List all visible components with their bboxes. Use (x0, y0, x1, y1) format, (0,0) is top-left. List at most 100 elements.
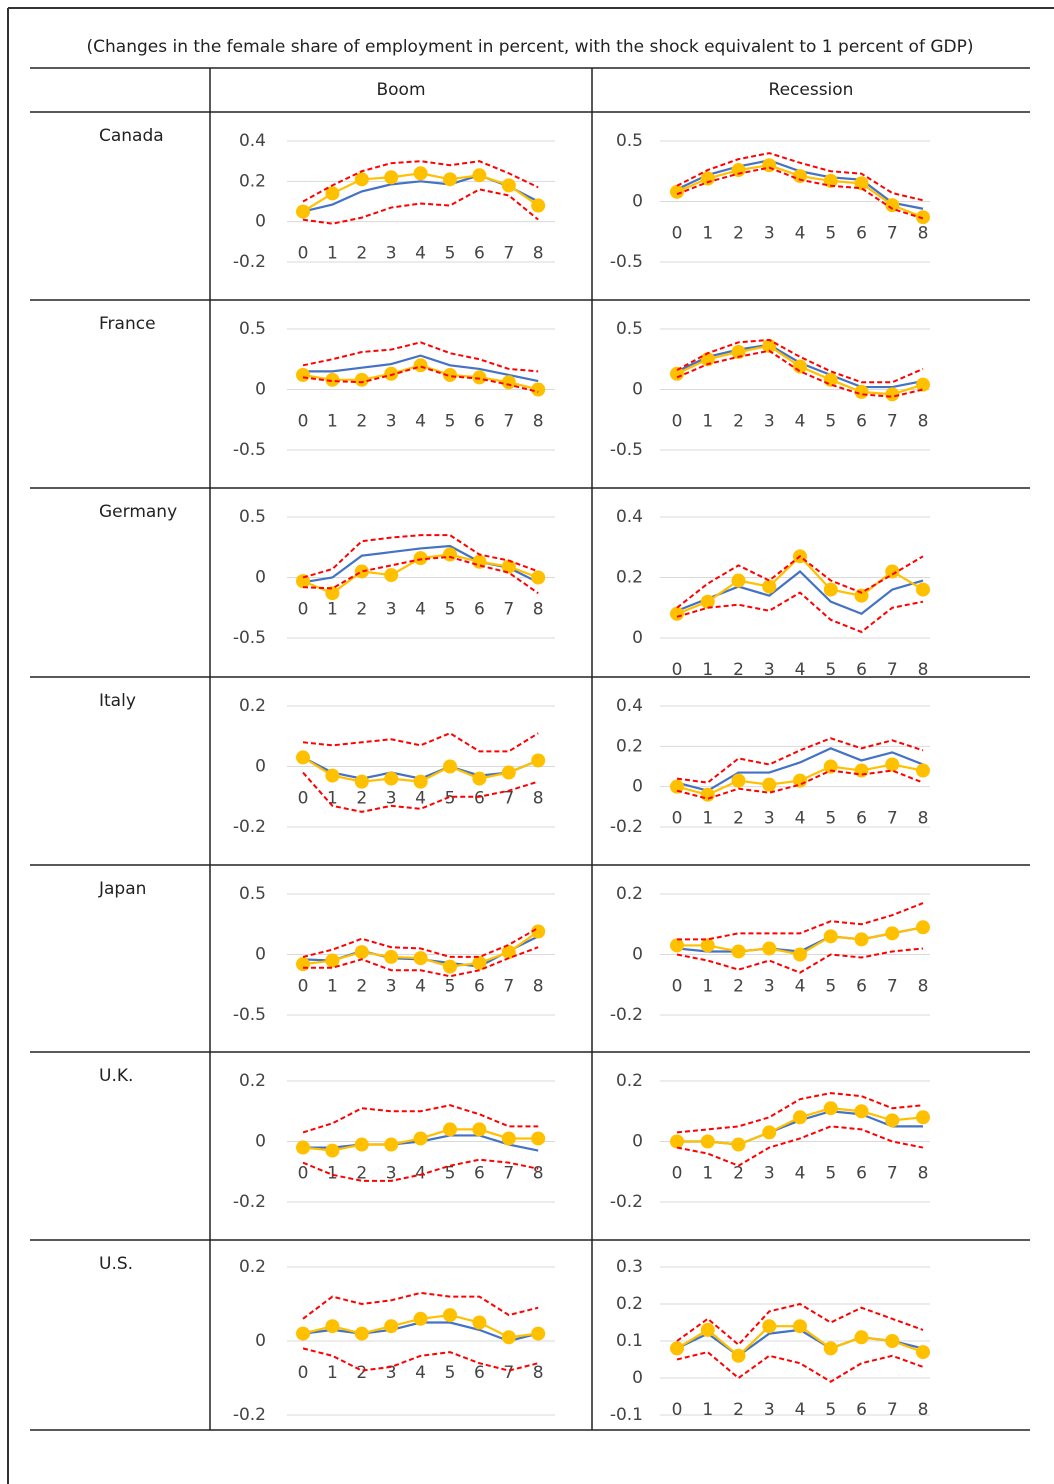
x-tick-label: 8 (918, 660, 929, 680)
x-tick-label: 3 (386, 600, 397, 620)
x-tick-label: 8 (918, 224, 929, 244)
series-marker (354, 564, 369, 579)
series-marker (916, 210, 930, 225)
series-line (676, 349, 924, 398)
series-marker (443, 547, 457, 562)
x-tick-label: 5 (445, 600, 456, 620)
series-line (302, 732, 539, 753)
y-tick-label: 0 (632, 945, 643, 965)
series-line (676, 947, 924, 974)
x-tick-label: 6 (856, 809, 867, 829)
x-tick-label: 5 (825, 224, 836, 244)
y-tick-label: -0.2 (233, 1192, 266, 1212)
y-tick-label: -0.2 (233, 817, 266, 837)
series-line (302, 555, 539, 595)
x-tick-label: 3 (386, 789, 397, 809)
x-tick-label: 2 (356, 600, 367, 620)
x-tick-label: 2 (356, 977, 367, 997)
series-marker (413, 951, 428, 966)
x-tick-label: 8 (918, 809, 929, 829)
series-line (676, 554, 924, 615)
y-tick-label: 0 (255, 568, 266, 588)
series-marker (793, 359, 807, 374)
y-tick-label: 0 (255, 1132, 266, 1152)
series-marker (916, 1345, 930, 1360)
x-tick-label: 1 (327, 977, 338, 997)
series-marker (854, 1104, 869, 1119)
series-marker (700, 1322, 715, 1337)
x-tick-label: 1 (327, 1363, 338, 1383)
x-tick-label: 1 (702, 412, 713, 432)
series-line (302, 341, 539, 373)
x-tick-label: 7 (887, 1400, 898, 1420)
series-marker (296, 574, 310, 589)
series-marker (670, 1341, 684, 1356)
x-tick-label: 6 (856, 1400, 867, 1420)
series-marker (700, 594, 715, 609)
series-marker (916, 920, 930, 935)
x-tick-label: 6 (474, 1363, 485, 1383)
series-marker (885, 926, 900, 941)
y-tick-label: 0.2 (239, 1257, 266, 1277)
x-tick-label: 1 (327, 600, 338, 620)
series-marker (472, 1122, 487, 1137)
series-marker (916, 763, 930, 778)
y-tick-label: 0.2 (616, 1071, 643, 1091)
x-tick-label: 5 (825, 1164, 836, 1184)
series-line (302, 1291, 539, 1320)
y-tick-label: 0 (632, 380, 643, 400)
row-label: France (99, 314, 156, 334)
series-marker (354, 774, 369, 789)
series-marker (472, 955, 487, 970)
x-tick-label: 5 (445, 1363, 456, 1383)
series-marker (762, 941, 777, 956)
series-line (676, 1351, 924, 1383)
x-tick-label: 3 (764, 1400, 775, 1420)
x-tick-label: 4 (795, 660, 806, 680)
x-tick-label: 7 (503, 789, 514, 809)
row-label: Japan (98, 879, 146, 899)
x-tick-label: 4 (415, 789, 426, 809)
y-tick-label: 0.4 (616, 696, 643, 716)
x-tick-label: 5 (825, 1400, 836, 1420)
series-marker (823, 1101, 838, 1116)
x-tick-label: 5 (445, 412, 456, 432)
series-marker (413, 1131, 428, 1146)
series-marker (762, 338, 777, 353)
series-marker (731, 573, 746, 588)
series-marker (384, 366, 399, 381)
x-tick-label: 5 (825, 660, 836, 680)
y-tick-label: 0.5 (239, 319, 266, 339)
series-marker (443, 959, 457, 974)
series-marker (793, 1319, 807, 1334)
x-tick-label: 1 (702, 660, 713, 680)
series-marker (793, 1110, 807, 1125)
column-header: Recession (769, 80, 854, 100)
series-marker (531, 1131, 546, 1146)
series-marker (354, 172, 369, 187)
series-marker (762, 579, 777, 594)
x-tick-label: 6 (474, 244, 485, 264)
x-tick-label: 2 (356, 244, 367, 264)
x-tick-label: 8 (533, 600, 544, 620)
series-marker (885, 387, 900, 402)
row-label: U.S. (99, 1254, 133, 1274)
x-tick-label: 8 (533, 1363, 544, 1383)
series-marker (501, 1330, 516, 1345)
y-tick-label: -0.5 (610, 252, 643, 272)
series-marker (531, 924, 546, 939)
series-marker (531, 753, 546, 768)
series-line (676, 737, 924, 784)
y-tick-label: -0.2 (233, 252, 266, 272)
series-marker (731, 1137, 746, 1152)
series-marker (443, 1122, 457, 1137)
x-tick-label: 0 (298, 789, 309, 809)
series-marker (531, 1326, 546, 1341)
y-tick-label: 0.5 (239, 884, 266, 904)
x-tick-label: 1 (702, 224, 713, 244)
x-tick-label: 5 (825, 412, 836, 432)
series-marker (854, 763, 869, 778)
series-marker (793, 947, 807, 962)
series-marker (700, 938, 715, 953)
series-marker (823, 929, 838, 944)
